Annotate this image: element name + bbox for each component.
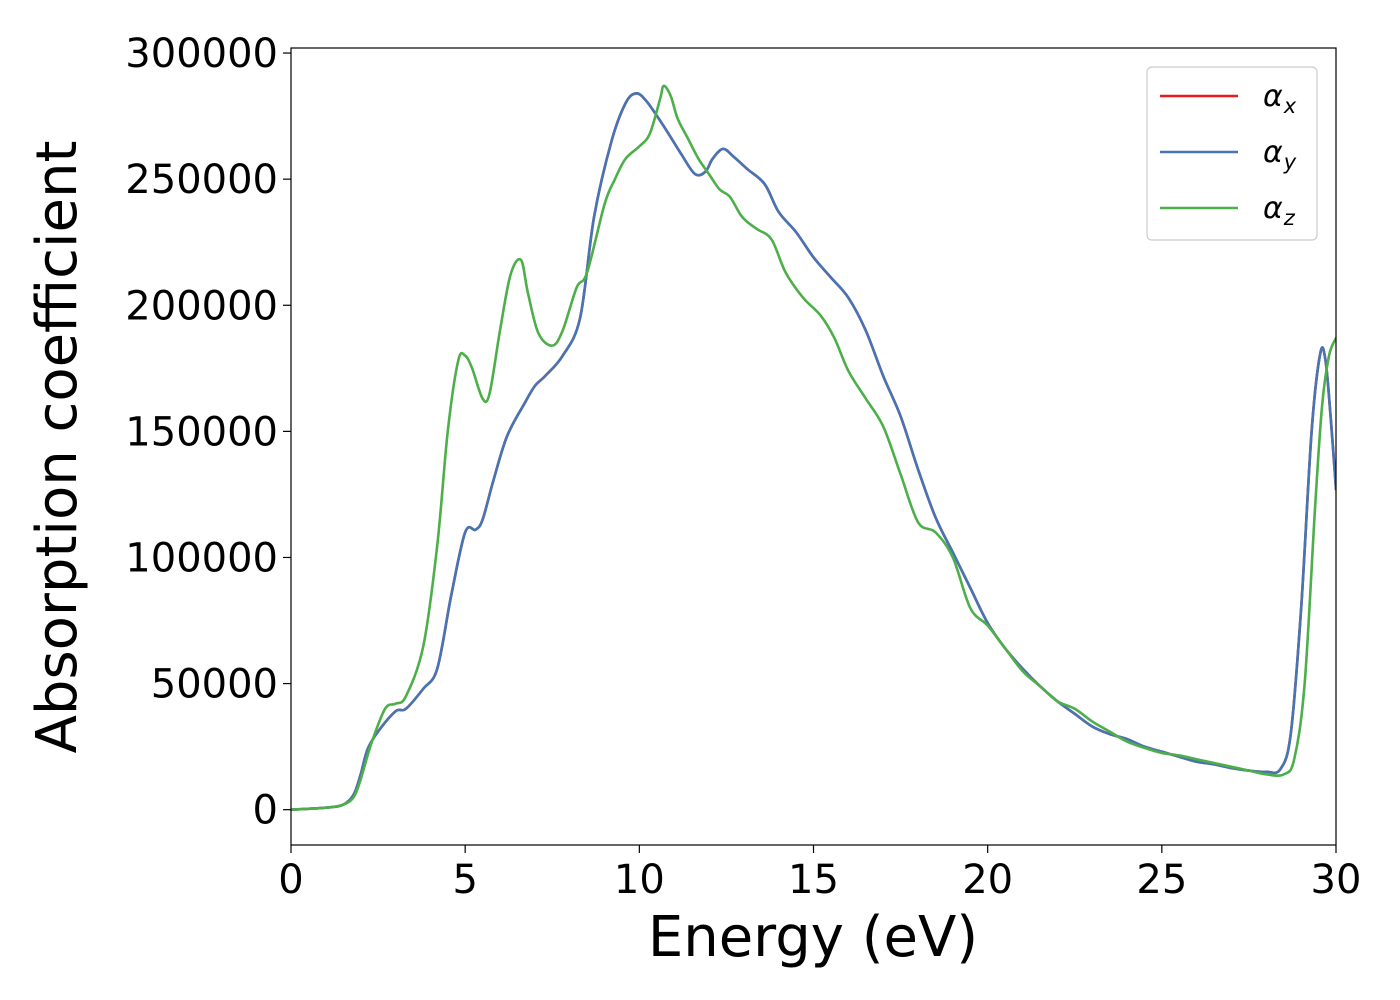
legend-label-subscript: z (1283, 206, 1296, 230)
y-tick-label: 250000 (125, 157, 278, 203)
plot-frame (290, 47, 1337, 846)
y-tick-label: 150000 (125, 409, 278, 455)
y-tick-label: 200000 (125, 283, 278, 329)
y-tick-label: 100000 (125, 535, 278, 581)
x-tick-label: 30 (1311, 857, 1362, 903)
y-tick-label: 300000 (125, 31, 278, 77)
x-tick-label: 15 (788, 857, 839, 903)
legend-label-symbol: α (1263, 135, 1283, 170)
x-axis-title: Energy (eV) (648, 905, 978, 970)
series-line-z (291, 84, 1336, 811)
legend-label-symbol: α (1263, 191, 1283, 226)
y-axis-title: Absorption coefficient (25, 141, 90, 754)
legend-label-z: αz (1263, 191, 1296, 230)
legend-label-subscript: x (1283, 94, 1297, 118)
x-tick-label: 5 (452, 857, 477, 903)
x-tick-label: 25 (1136, 857, 1187, 903)
y-axis: 0 50000 100000 150000 200000 250000 300000 (125, 31, 291, 834)
x-tick-label: 20 (962, 857, 1013, 903)
legend-box (1146, 66, 1318, 241)
y-tick-label: 0 (253, 788, 278, 834)
legend-label-symbol: α (1263, 79, 1283, 114)
x-axis: 0 5 10 15 20 25 30 (278, 845, 1361, 903)
plot-series (291, 84, 1336, 811)
legend-label-subscript: y (1283, 150, 1297, 174)
legend-label-x: αx (1263, 79, 1297, 118)
y-tick-label: 50000 (151, 662, 278, 708)
legend-label-y: αy (1263, 135, 1297, 174)
x-tick-label: 0 (278, 857, 303, 903)
x-tick-label: 10 (614, 857, 665, 903)
